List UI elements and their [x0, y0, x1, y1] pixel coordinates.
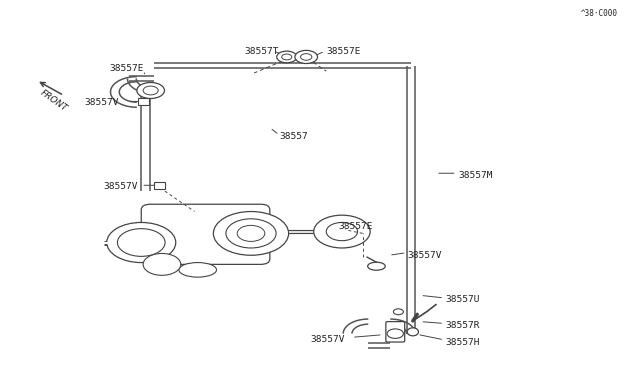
Circle shape [143, 253, 180, 275]
Text: 38557H: 38557H [445, 337, 480, 347]
Circle shape [107, 222, 176, 263]
Text: 38557E: 38557E [326, 46, 361, 55]
Circle shape [282, 54, 292, 60]
Text: ^38·C000: ^38·C000 [581, 9, 618, 18]
Circle shape [137, 83, 164, 99]
Text: 38557: 38557 [279, 132, 308, 141]
Circle shape [143, 86, 158, 95]
FancyBboxPatch shape [141, 204, 270, 264]
Text: 38557T: 38557T [244, 46, 279, 55]
Circle shape [117, 229, 165, 256]
Ellipse shape [179, 263, 216, 277]
Circle shape [394, 309, 403, 315]
Ellipse shape [407, 328, 419, 336]
Text: 38557E: 38557E [110, 64, 145, 73]
Circle shape [276, 51, 297, 63]
Text: 38557E: 38557E [339, 222, 373, 231]
Circle shape [237, 225, 265, 241]
Text: 38557V: 38557V [310, 335, 345, 344]
Ellipse shape [367, 262, 385, 270]
FancyBboxPatch shape [154, 182, 165, 189]
Circle shape [326, 222, 358, 241]
FancyBboxPatch shape [138, 98, 149, 105]
Text: 38557V: 38557V [408, 251, 442, 260]
Text: 38557V: 38557V [104, 182, 138, 191]
Circle shape [314, 215, 370, 248]
Circle shape [295, 50, 317, 64]
Text: 38557V: 38557V [85, 98, 119, 108]
FancyBboxPatch shape [386, 322, 404, 342]
Circle shape [213, 212, 289, 255]
Text: 38557M: 38557M [458, 171, 493, 180]
Text: 38557R: 38557R [445, 321, 480, 330]
Circle shape [387, 329, 403, 339]
Text: FRONT: FRONT [38, 88, 68, 113]
Circle shape [226, 219, 276, 248]
Circle shape [301, 54, 312, 60]
Text: 38557U: 38557U [445, 295, 480, 304]
